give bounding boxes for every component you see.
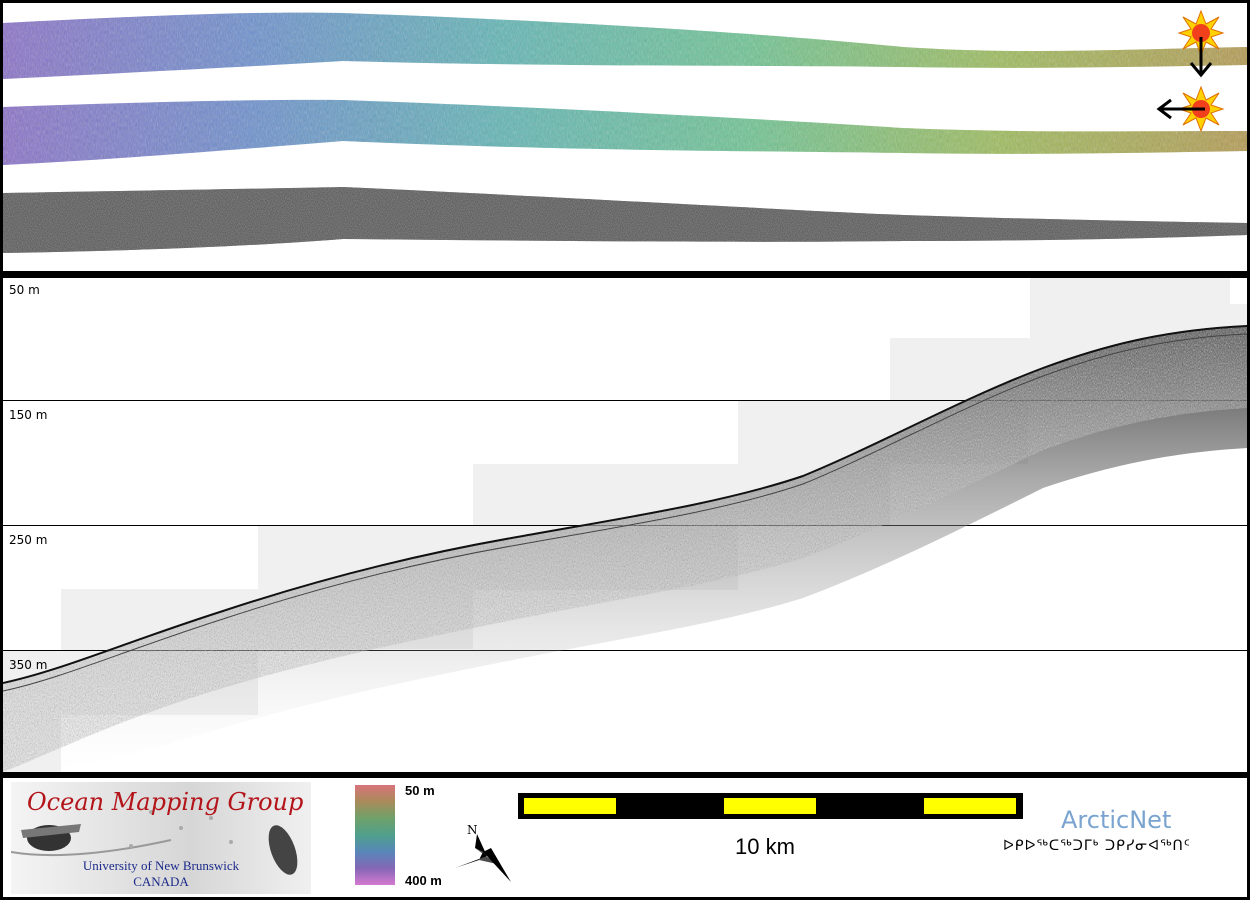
depth-label-150m: 150 m: [9, 408, 47, 422]
bathymetry-swath-north-lit: [3, 12, 1247, 79]
north-label: N: [467, 823, 478, 837]
legend-panel: Ocean Mapping Group University of New Br…: [3, 778, 1247, 897]
profile-svg: 50 m 150 m 250 m 350 m: [3, 278, 1247, 772]
colorbar-top-label: 50 m: [405, 783, 435, 798]
sun-illumination-from-east-icon: [1156, 85, 1225, 133]
depth-label-350m: 350 m: [9, 658, 47, 672]
scale-bar: [518, 793, 1023, 819]
swath-svg: [3, 9, 1247, 253]
scale-bar-segment-2: [724, 798, 816, 814]
seabed-reflector: [3, 325, 1247, 772]
multibeam-ship-graphic: [11, 810, 298, 875]
backscatter-swath: [3, 187, 1247, 253]
ocean-mapping-group-title: Ocean Mapping Group: [27, 788, 304, 816]
scale-bar-segment-1: [524, 798, 616, 814]
scale-bar-label: 10 km: [735, 834, 795, 859]
arcticnet-logo-text: ArcticNet: [1061, 806, 1172, 834]
depth-label-50m: 50 m: [9, 283, 40, 297]
sun-illumination-from-north-icon: [1177, 9, 1225, 78]
scale-bar-segment-3: [924, 798, 1016, 814]
bathymetry-swath-east-lit: [3, 99, 1247, 165]
depth-colorbar: [355, 785, 395, 885]
depth-labels: 50 m 150 m 250 m 350 m: [9, 283, 47, 672]
arcticnet-syllabics-text: ᐅᑭᐅᖅᑕᖅᑐᒥᒃ ᑐᑭᓯᓂᐊᖅᑎᑦ: [1003, 838, 1191, 854]
swath-panel: [3, 3, 1247, 271]
ocean-mapping-group-logo: Ocean Mapping Group University of New Br…: [11, 782, 311, 894]
country-name: CANADA: [133, 874, 189, 889]
north-arrow-icon: N: [455, 823, 511, 882]
subbottom-profile-panel: 50 m 150 m 250 m 350 m: [3, 278, 1247, 772]
university-name: University of New Brunswick: [82, 858, 240, 873]
colorbar-bottom-label: 400 m: [405, 873, 442, 888]
depth-label-250m: 250 m: [9, 533, 47, 547]
